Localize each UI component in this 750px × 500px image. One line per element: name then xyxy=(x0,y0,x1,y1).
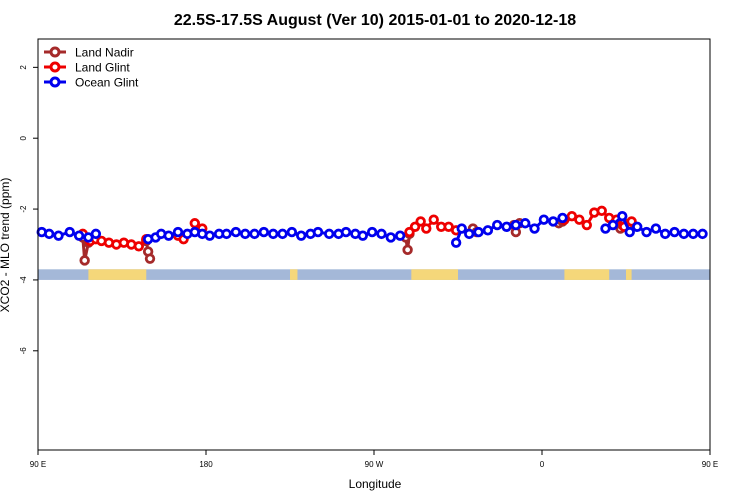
legend-marker-ocean-glint xyxy=(49,76,61,88)
data-point-land-nadir xyxy=(144,253,156,264)
data-point-ocean-glint xyxy=(340,226,352,238)
y-tick-label: 2 xyxy=(19,65,28,70)
data-point-ocean-glint xyxy=(632,221,643,232)
data-point-ocean-glint xyxy=(624,226,635,238)
data-point-ocean-glint xyxy=(163,230,174,241)
data-point-ocean-glint xyxy=(64,226,75,238)
y-tick-label: -4 xyxy=(19,276,28,284)
data-point-ocean-glint xyxy=(53,230,64,241)
data-point-ocean-glint xyxy=(73,230,85,241)
data-point-land-glint xyxy=(574,214,585,225)
data-point-ocean-glint xyxy=(249,228,260,240)
data-point-ocean-glint xyxy=(688,228,699,240)
legend-marker-land-glint xyxy=(49,61,61,73)
x-tick-label: 90 W xyxy=(365,460,384,469)
data-point-ocean-glint xyxy=(538,214,550,225)
y-tick-label: 0 xyxy=(19,135,28,140)
data-point-ocean-glint xyxy=(501,221,512,232)
x-tick-label: 90 E xyxy=(702,460,718,469)
data-point-ocean-glint xyxy=(312,226,324,238)
ocean-strip xyxy=(38,269,710,280)
x-tick-label: 180 xyxy=(199,460,213,469)
data-point-ocean-glint xyxy=(172,226,184,238)
data-point-ocean-glint xyxy=(277,228,288,240)
data-point-ocean-glint xyxy=(357,230,368,241)
x-tick-label: 0 xyxy=(540,460,545,469)
land-strip-segment xyxy=(290,269,298,280)
data-point-ocean-glint xyxy=(376,228,387,240)
legend: Land Nadir Land Glint Ocean Glint xyxy=(44,46,139,90)
data-point-ocean-glint xyxy=(239,228,251,240)
data-point-land-glint xyxy=(415,216,426,227)
legend-item-land-nadir: Land Nadir xyxy=(44,46,134,60)
y-tick-label: -6 xyxy=(19,347,28,355)
plot-area xyxy=(36,205,710,280)
data-point-ocean-glint xyxy=(394,230,406,241)
data-point-ocean-glint xyxy=(230,226,242,238)
data-point-land-glint xyxy=(581,219,592,231)
legend-marker-land-nadir xyxy=(49,46,61,58)
data-point-ocean-glint xyxy=(268,228,279,240)
data-point-ocean-glint xyxy=(678,228,690,240)
series-ocean-glint xyxy=(36,210,708,248)
data-point-ocean-glint xyxy=(529,223,540,234)
data-point-land-glint xyxy=(189,218,200,229)
x-tick-label: 90 E xyxy=(30,460,46,469)
data-point-ocean-glint xyxy=(385,232,396,243)
land-strip-segment xyxy=(564,269,610,280)
data-point-ocean-glint xyxy=(204,230,215,241)
data-point-ocean-glint xyxy=(456,223,467,234)
data-point-ocean-glint xyxy=(258,226,270,238)
data-point-ocean-glint xyxy=(557,212,568,224)
land-strip-segment xyxy=(88,269,147,280)
data-point-ocean-glint xyxy=(660,228,671,240)
data-point-ocean-glint xyxy=(697,228,708,240)
data-point-ocean-glint xyxy=(44,228,55,240)
series-land-nadir xyxy=(77,216,634,266)
data-point-land-nadir xyxy=(79,255,90,266)
data-point-land-glint xyxy=(428,214,439,225)
data-point-land-nadir xyxy=(402,244,413,256)
legend-item-ocean-glint: Ocean Glint xyxy=(44,76,139,90)
data-point-ocean-glint xyxy=(641,226,652,238)
y-tick-label: -2 xyxy=(19,205,28,213)
data-point-ocean-glint xyxy=(650,223,662,234)
land-strip-segment xyxy=(626,269,632,280)
data-point-ocean-glint xyxy=(482,225,494,236)
data-point-ocean-glint xyxy=(492,219,503,231)
x-axis-label: Longitude xyxy=(349,477,402,491)
data-point-ocean-glint xyxy=(324,228,335,240)
data-point-ocean-glint xyxy=(510,219,522,231)
data-point-ocean-glint xyxy=(473,226,484,238)
y-axis-label: XCO2 - MLO trend (ppm) xyxy=(0,178,12,313)
series-land-glint xyxy=(77,205,637,252)
data-point-ocean-glint xyxy=(286,226,298,238)
data-point-ocean-glint xyxy=(221,228,232,240)
data-point-ocean-glint xyxy=(520,218,531,229)
data-point-ocean-glint xyxy=(669,226,680,238)
legend-item-land-glint: Land Glint xyxy=(44,61,130,75)
data-point-land-glint xyxy=(596,205,607,217)
legend-label-land-nadir: Land Nadir xyxy=(75,46,134,60)
data-point-ocean-glint xyxy=(296,230,307,241)
data-point-ocean-glint xyxy=(464,228,475,240)
data-point-ocean-glint xyxy=(366,226,378,238)
data-point-ocean-glint xyxy=(450,237,462,248)
data-point-ocean-glint xyxy=(607,219,619,231)
data-point-ocean-glint xyxy=(548,216,559,227)
data-point-ocean-glint xyxy=(617,210,628,222)
data-point-land-glint xyxy=(133,241,144,252)
legend-label-land-glint: Land Glint xyxy=(75,61,130,75)
data-point-ocean-glint xyxy=(90,228,102,240)
land-strip-segment xyxy=(411,269,458,280)
legend-label-ocean-glint: Ocean Glint xyxy=(75,76,139,90)
axis-ticks: 90 E 180 90 W 0 90 E 2 0 -2 -4 -6 xyxy=(19,65,718,469)
data-point-land-glint xyxy=(421,223,432,234)
plot-frame xyxy=(37,38,711,451)
chart-title: 22.5S-17.5S August (Ver 10) 2015-01-01 t… xyxy=(174,12,576,29)
